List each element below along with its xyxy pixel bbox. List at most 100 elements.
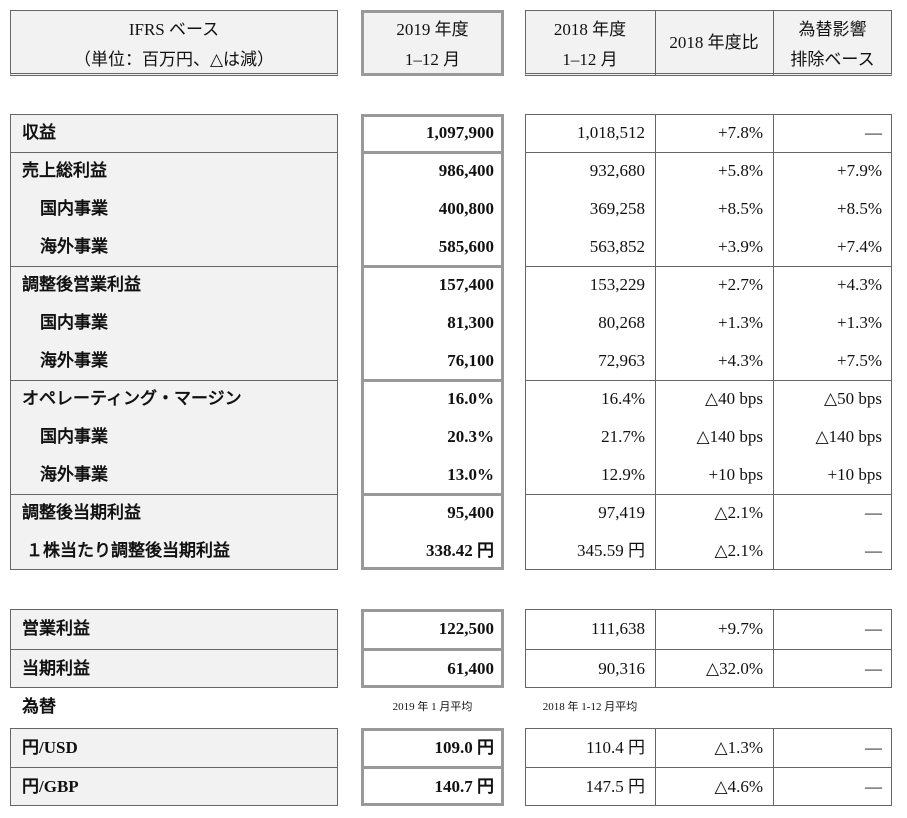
sub-row-label: 海外事業 — [40, 465, 108, 484]
value-cell: 21.7% — [601, 427, 645, 446]
value-cell: △1.3% — [714, 738, 764, 757]
column-divider — [655, 10, 656, 76]
row-divider — [525, 266, 892, 267]
value-cell: 90,316 — [598, 658, 645, 678]
value-cell: △2.1% — [714, 541, 764, 560]
value-cell: 81,300 — [447, 313, 494, 332]
value-cell: 16.0% — [447, 389, 494, 408]
row-label: 当期利益 — [22, 658, 90, 678]
column-divider — [773, 10, 774, 76]
value-cell: +9.7% — [718, 619, 763, 638]
row-divider — [361, 647, 504, 651]
value-cell: 80,268 — [598, 313, 645, 332]
sub-row-label: 国内事業 — [40, 199, 108, 218]
value-cell: 400,800 — [438, 199, 494, 218]
value-cell: +2.7% — [718, 275, 763, 294]
sub-row-label: 海外事業 — [40, 237, 108, 256]
value-cell: 13.0% — [447, 465, 494, 484]
row-divider — [361, 379, 504, 382]
value-cell: 109.0 円 — [434, 738, 495, 757]
value-cell: 932,680 — [589, 161, 645, 180]
value-cell: +7.4% — [837, 237, 882, 256]
value-cell: — — [865, 738, 882, 757]
value-cell: △140 bps — [815, 427, 882, 446]
value-cell: 97,419 — [598, 503, 645, 522]
sub-row-label: １株当たり調整後当期利益 — [26, 541, 230, 560]
value-cell: 369,258 — [589, 199, 645, 218]
row-divider — [361, 493, 504, 496]
value-cell: +10 bps — [708, 465, 763, 484]
header-prior-block — [525, 10, 892, 76]
value-cell: 153,229 — [589, 275, 645, 294]
value-cell: — — [865, 541, 882, 560]
header-prior: 1–12 月 — [562, 50, 618, 69]
value-cell: +3.9% — [718, 237, 763, 256]
row-divider — [10, 767, 338, 768]
fx-prior-note: 2018 年 1-12 月平均 — [542, 701, 638, 713]
value-cell: 111,638 — [591, 619, 645, 638]
row-divider — [10, 266, 338, 267]
value-cell: 122,500 — [438, 619, 494, 638]
value-cell: — — [865, 123, 882, 142]
header-fx-neutral: 為替影響 — [798, 20, 867, 39]
row-divider — [525, 494, 892, 495]
value-cell: 76,100 — [447, 351, 494, 370]
value-cell: +7.5% — [837, 351, 882, 370]
value-cell: 338.42 円 — [426, 541, 494, 560]
value-cell: 12.9% — [601, 465, 645, 484]
value-cell: +10 bps — [827, 465, 882, 484]
prior-block — [525, 114, 892, 570]
value-cell: 110.4 円 — [586, 738, 645, 757]
value-cell: — — [865, 503, 882, 522]
header-label: IFRS ベース — [128, 20, 220, 39]
header-label: （単位：百万円、△は減） — [73, 50, 275, 69]
value-cell: △50 bps — [824, 389, 882, 408]
value-cell: +4.3% — [837, 275, 882, 294]
header-label-cell — [10, 10, 338, 76]
value-cell: +8.5% — [718, 199, 763, 218]
row-divider — [361, 265, 504, 268]
value-cell: +1.3% — [837, 313, 882, 332]
header-change: 2018 年度比 — [669, 33, 759, 52]
row-divider — [525, 767, 892, 768]
value-cell: 345.59 円 — [577, 541, 645, 560]
value-cell: 140.7 円 — [434, 777, 495, 796]
row-divider — [10, 380, 338, 381]
value-cell: — — [865, 658, 882, 678]
value-cell: 147.5 円 — [585, 777, 646, 796]
row-label: 円/GBP — [22, 777, 79, 796]
value-cell: 986,400 — [438, 161, 494, 180]
value-cell: — — [865, 619, 882, 638]
value-cell: 61,400 — [447, 658, 494, 678]
row-label: 調整後営業利益 — [22, 275, 141, 294]
value-cell: 95,400 — [447, 503, 494, 522]
value-cell: △32.0% — [706, 658, 763, 678]
fx-current-note: 2019 年 1 月平均 — [392, 701, 473, 713]
column-divider — [773, 114, 774, 570]
row-label: 営業利益 — [22, 619, 90, 638]
row-divider — [525, 152, 892, 153]
row-label: 円/USD — [22, 738, 78, 757]
value-cell: 1,018,512 — [577, 123, 645, 142]
value-cell: +7.9% — [837, 161, 882, 180]
row-divider — [525, 648, 892, 650]
header-current: 2019 年度 — [396, 20, 469, 39]
row-divider — [361, 151, 504, 154]
value-cell: △2.1% — [714, 503, 764, 522]
header-current-cell — [361, 10, 504, 76]
header-prior: 2018 年度 — [553, 20, 627, 39]
value-cell: +1.3% — [718, 313, 763, 332]
value-cell: △4.6% — [714, 777, 764, 796]
value-cell: +5.8% — [718, 161, 763, 180]
header-current: 1–12 月 — [404, 50, 461, 69]
row-divider — [10, 494, 338, 495]
value-cell: 563,852 — [589, 237, 645, 256]
fx-title: 為替 — [22, 697, 56, 716]
sub-row-label: 海外事業 — [40, 351, 108, 370]
row-label: オペレーティング・マージン — [22, 389, 242, 408]
value-cell: 1,097,900 — [426, 123, 494, 142]
row-divider — [10, 152, 338, 153]
current-block — [361, 114, 504, 570]
value-cell: +8.5% — [837, 199, 882, 218]
row-divider — [525, 380, 892, 381]
